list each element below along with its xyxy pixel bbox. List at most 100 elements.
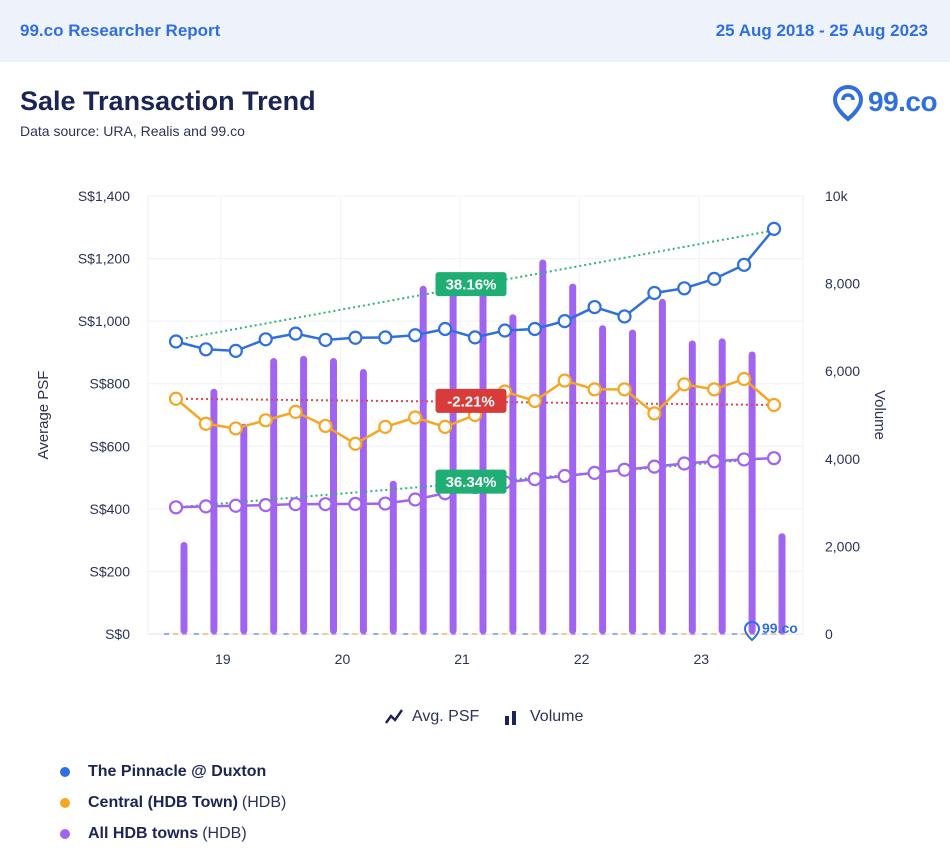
base-marker	[223, 633, 229, 635]
volume-bar	[270, 358, 278, 634]
base-marker	[522, 633, 528, 635]
data-point	[408, 328, 423, 343]
trend-badge	[435, 272, 507, 297]
data-point	[228, 498, 243, 513]
data-point	[647, 459, 662, 474]
base-marker	[690, 633, 696, 635]
base-marker	[672, 633, 678, 635]
trendline	[175, 229, 775, 341]
data-point	[617, 462, 632, 477]
base-marker	[241, 633, 247, 635]
data-point	[318, 332, 333, 348]
y2-tick-label: 2,000	[825, 538, 860, 554]
volume-bar	[359, 369, 367, 634]
data-point	[527, 393, 542, 409]
data-point	[617, 309, 632, 324]
volume-bar	[479, 281, 487, 634]
base-marker	[732, 633, 738, 635]
data-point	[557, 373, 572, 388]
data-point	[378, 496, 393, 511]
legend-item-pinnacle[interactable]: The Pinnacle @ Duxton	[60, 756, 286, 787]
base-marker	[193, 633, 199, 635]
data-point	[766, 397, 782, 413]
volume-bar	[539, 259, 547, 634]
avg-psf-toggle[interactable]: Avg. PSF	[384, 707, 479, 727]
legend-label: All HDB towns	[88, 824, 199, 842]
x-tick-label: 21	[454, 651, 470, 667]
y2-tick-label: 6,000	[825, 363, 860, 379]
volume-bar	[569, 283, 577, 634]
base-marker	[600, 633, 606, 635]
base-marker	[711, 633, 717, 635]
report-header-bar: 99.co Researcher Report 25 Aug 2018 - 25…	[0, 0, 950, 62]
data-point	[288, 497, 303, 512]
y-tick-label: S$1,000	[78, 313, 130, 329]
base-marker	[531, 633, 537, 635]
data-point	[348, 436, 363, 451]
trend-badge	[435, 388, 507, 413]
legend-item-all-hdb[interactable]: All HDB towns (HDB)	[60, 818, 286, 849]
base-marker	[660, 633, 666, 635]
y-tick-label: S$0	[105, 626, 130, 642]
y-tick-label: S$400	[90, 501, 131, 517]
data-point	[318, 497, 333, 512]
base-marker	[481, 633, 486, 635]
base-marker	[561, 633, 567, 635]
data-point	[288, 326, 303, 341]
data-point	[736, 257, 752, 272]
data-point	[258, 413, 273, 428]
volume-bar	[449, 281, 457, 634]
data-point	[557, 314, 572, 329]
avg-psf-label: Avg. PSF	[412, 708, 480, 725]
base-marker	[253, 633, 259, 635]
legend-label: Central (HDB Town)	[88, 793, 238, 811]
base-marker	[582, 633, 588, 635]
base-marker	[463, 633, 468, 635]
base-marker	[421, 633, 427, 635]
legend-item-central[interactable]: Central (HDB Town) (HDB)	[60, 787, 286, 818]
base-marker	[313, 633, 319, 635]
base-marker	[331, 633, 337, 635]
volume-bar	[389, 480, 397, 634]
legend-dot-icon	[60, 797, 70, 808]
data-point	[198, 416, 213, 431]
base-marker	[702, 633, 708, 635]
base-marker	[492, 633, 498, 635]
data-point	[228, 343, 243, 358]
base-marker	[433, 633, 439, 635]
data-source: Data source: URA, Realis and 99.co	[20, 123, 245, 139]
base-marker	[750, 633, 756, 635]
base-marker	[361, 633, 367, 635]
y-tick-label: S$200	[90, 563, 131, 579]
base-marker	[552, 633, 558, 635]
base-marker	[651, 633, 657, 635]
base-marker	[412, 633, 418, 635]
data-point	[228, 421, 243, 436]
data-point	[467, 330, 483, 345]
base-marker	[720, 633, 726, 635]
base-marker	[681, 633, 687, 635]
volume-bar	[509, 314, 517, 634]
data-point	[677, 377, 692, 392]
base-marker	[621, 633, 627, 635]
volume-toggle[interactable]: Volume	[502, 707, 583, 727]
base-marker	[352, 633, 358, 635]
data-point	[587, 299, 602, 315]
data-point	[587, 465, 602, 480]
base-marker	[591, 633, 597, 635]
data-point	[198, 342, 213, 357]
base-marker	[780, 633, 785, 635]
legend-suffix: (HDB)	[241, 793, 287, 811]
base-marker	[451, 633, 457, 635]
trend-label: -2.21%	[447, 393, 495, 410]
data-point	[707, 454, 722, 469]
base-marker	[262, 633, 268, 635]
base-marker	[472, 633, 477, 635]
volume-bar	[629, 329, 636, 634]
y2-tick-label: 0	[825, 626, 833, 642]
y-tick-label: S$800	[90, 376, 131, 392]
y2-tick-label: 10k	[825, 188, 849, 204]
data-point	[647, 285, 662, 301]
data-point	[258, 332, 273, 347]
base-marker	[510, 633, 516, 635]
